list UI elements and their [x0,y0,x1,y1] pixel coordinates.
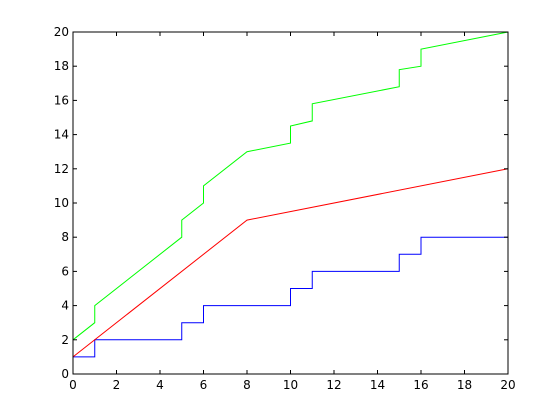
x-tick-label: 18 [457,378,472,392]
y-tick-label: 2 [61,333,69,347]
y-tick-label: 16 [54,93,69,107]
y-tick-label: 12 [54,162,69,176]
y-tick-label: 20 [54,25,69,39]
x-tick-label: 2 [113,378,121,392]
y-tick-label: 6 [61,264,69,278]
y-tick-label: 4 [61,299,69,313]
x-tick-label: 16 [413,378,428,392]
series-line-2 [72,31,509,341]
x-tick-label: 0 [69,378,77,392]
axis-layer: 0 2 4 6 8 10 12 14 16 18 20 0 2 4 6 8 10 12 14 16 18 20 [54,25,516,392]
x-tick-label: 12 [326,378,341,392]
plot-background [73,32,508,374]
x-tick-label: 14 [370,378,385,392]
y-tick-label: 0 [61,367,69,381]
series-line-0 [73,236,508,358]
series-layer [72,31,509,358]
x-tick-label: 4 [156,378,164,392]
x-tick-label: 8 [243,378,251,392]
y-tick-label: 18 [54,59,69,73]
x-tick-label: 6 [200,378,208,392]
x-tick-label: 10 [283,378,298,392]
y-tick-label: 8 [61,230,69,244]
series-line-1 [72,168,509,358]
y-tick-label: 10 [54,196,69,210]
y-tick-label: 14 [54,128,69,142]
x-tick-label: 20 [500,378,515,392]
